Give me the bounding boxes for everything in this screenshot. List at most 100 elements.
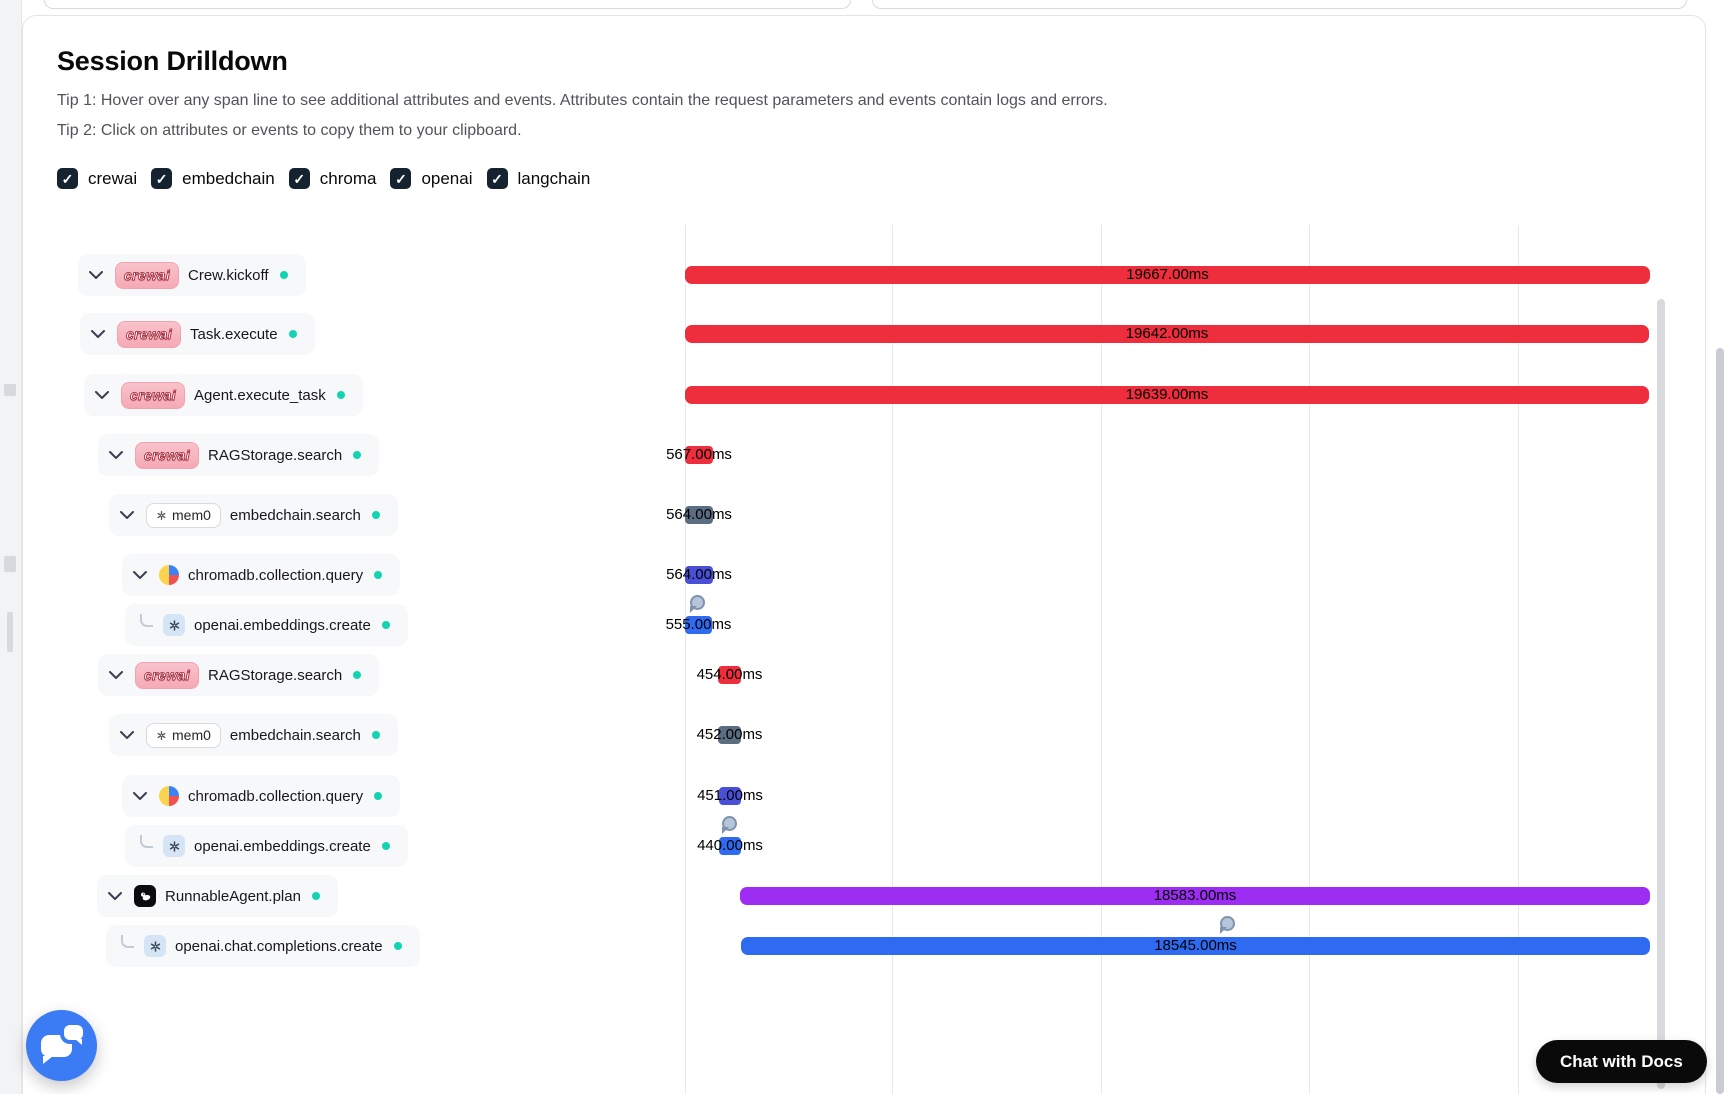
checkbox-langchain[interactable]: ✓: [486, 168, 508, 189]
status-dot: [381, 621, 390, 629]
chart-scrollbar[interactable]: [1657, 299, 1665, 1089]
status-dot: [353, 671, 362, 679]
span-row-embedchain.search[interactable]: mem0 embedchain.search: [109, 714, 398, 756]
chevron-down-icon[interactable]: [92, 391, 112, 399]
page-scrollbar[interactable]: [1716, 348, 1724, 1094]
gridline: [1518, 225, 1519, 1094]
span-bar-chromadb.collection.query[interactable]: [719, 787, 741, 805]
openai-icon: [163, 614, 185, 636]
span-row-Crew.kickoff[interactable]: crewai Crew.kickoff: [78, 254, 306, 296]
status-dot: [371, 731, 380, 739]
crewai-logo: crewai: [135, 661, 199, 689]
filter-openai[interactable]: ✓ openai: [390, 168, 473, 189]
event-bubble-icon[interactable]: [722, 816, 737, 831]
span-name: embedchain.search: [229, 726, 361, 744]
span-row-openai.embeddings.create[interactable]: openai.embeddings.create: [125, 604, 408, 646]
span-bar-openai.embeddings.create[interactable]: [685, 616, 712, 634]
crewai-logo: crewai: [135, 441, 199, 469]
gridline: [892, 225, 893, 1094]
span-row-embedchain.search[interactable]: mem0 embedchain.search: [109, 494, 398, 536]
chevron-down-icon[interactable]: [117, 511, 137, 519]
status-dot: [393, 942, 402, 950]
chevron-down-icon[interactable]: [117, 731, 137, 739]
gutter-artifact: [7, 612, 13, 652]
status-dot: [371, 511, 380, 519]
span-bar-Agent.execute_task[interactable]: [685, 386, 1649, 404]
chevron-down-icon[interactable]: [105, 892, 125, 900]
status-dot: [374, 571, 383, 579]
chat-widget-button[interactable]: [26, 1010, 97, 1081]
checkbox-crewai[interactable]: ✓: [57, 168, 78, 189]
span-name: Task.execute: [190, 325, 278, 343]
span-row-openai.chat.completions.create[interactable]: openai.chat.completions.create: [106, 925, 420, 967]
span-bar-Crew.kickoff[interactable]: [685, 266, 1650, 284]
span-row-chromadb.collection.query[interactable]: chromadb.collection.query: [122, 775, 401, 817]
gridline: [685, 225, 686, 1094]
chevron-down-icon[interactable]: [86, 271, 106, 279]
span-name: chromadb.collection.query: [188, 566, 364, 584]
filter-crewai[interactable]: ✓ crewai: [57, 168, 137, 189]
filter-label: langchain: [517, 168, 591, 188]
span-row-RAGStorage.search[interactable]: crewai RAGStorage.search: [98, 654, 380, 696]
filter-label: openai: [421, 168, 473, 188]
filter-embedchain[interactable]: ✓ embedchain: [151, 168, 275, 189]
chevron-down-icon[interactable]: [130, 792, 150, 800]
filter-langchain[interactable]: ✓ langchain: [486, 168, 591, 189]
span-row-Agent.execute_task[interactable]: crewai Agent.execute_task: [84, 374, 363, 416]
status-dot: [288, 330, 297, 338]
status-dot: [279, 271, 288, 279]
span-name: openai.embeddings.create: [194, 837, 371, 855]
span-name: chromadb.collection.query: [188, 787, 364, 805]
span-bar-openai.chat.completions.create[interactable]: [741, 937, 1650, 955]
mem0-logo: mem0: [146, 502, 221, 528]
checkbox-embedchain[interactable]: ✓: [151, 168, 173, 189]
chat-bubble-icon: [41, 1035, 72, 1057]
chat-with-docs-button[interactable]: Chat with Docs: [1536, 1040, 1707, 1083]
tree-connector: [140, 614, 153, 627]
span-name: RunnableAgent.plan: [165, 887, 301, 905]
session-drilldown-panel: Session Drilldown Tip 1: Hover over any …: [22, 15, 1706, 1094]
filter-label: chroma: [319, 168, 377, 188]
page-left-gutter: [0, 0, 22, 1094]
chroma-icon: [159, 565, 179, 585]
chevron-down-icon[interactable]: [106, 451, 126, 459]
crewai-logo: crewai: [115, 261, 179, 289]
chevron-down-icon[interactable]: [88, 330, 108, 338]
span-name: embedchain.search: [229, 506, 361, 524]
event-bubble-icon[interactable]: [1220, 916, 1235, 931]
status-dot: [353, 451, 362, 459]
chat-bubble-small-icon: [64, 1025, 83, 1040]
span-name: RAGStorage.search: [208, 666, 343, 684]
span-bar-RunnableAgent.plan[interactable]: [740, 887, 1650, 905]
openai-icon: [163, 835, 185, 857]
span-bar-RAGStorage.search[interactable]: [718, 666, 741, 684]
crewai-logo: crewai: [117, 320, 181, 348]
checkbox-openai[interactable]: ✓: [390, 168, 412, 189]
chevron-down-icon[interactable]: [106, 671, 126, 679]
span-bar-embedchain.search[interactable]: [685, 506, 713, 524]
span-bar-openai.embeddings.create[interactable]: [719, 837, 741, 855]
checkbox-chroma[interactable]: ✓: [288, 168, 310, 189]
span-row-openai.embeddings.create[interactable]: openai.embeddings.create: [125, 825, 408, 867]
trace-waterfall-chart: crewai Crew.kickoff 19667.00ms crewai Task.e…: [23, 16, 1705, 1094]
span-row-RunnableAgent.plan[interactable]: RunnableAgent.plan: [97, 875, 338, 917]
span-bar-RAGStorage.search[interactable]: [685, 446, 713, 464]
page-title: Session Drilldown: [57, 46, 288, 76]
span-bar-chromadb.collection.query[interactable]: [685, 566, 713, 584]
span-name: Agent.execute_task: [194, 386, 326, 404]
chevron-down-icon[interactable]: [130, 571, 150, 579]
langchain-icon: [134, 885, 156, 907]
crewai-logo: crewai: [121, 381, 185, 409]
top-card-right: [872, 0, 1687, 9]
span-row-chromadb.collection.query[interactable]: chromadb.collection.query: [122, 554, 401, 596]
span-bar-embedchain.search[interactable]: [718, 726, 741, 744]
tip-1-text: Tip 1: Hover over any span line to see a…: [57, 92, 1108, 109]
filter-chroma[interactable]: ✓ chroma: [288, 168, 377, 189]
event-bubble-icon[interactable]: [690, 595, 705, 610]
span-name: RAGStorage.search: [208, 446, 343, 464]
span-bar-Task.execute[interactable]: [685, 325, 1649, 343]
span-row-RAGStorage.search[interactable]: crewai RAGStorage.search: [98, 434, 380, 476]
span-row-Task.execute[interactable]: crewai Task.execute: [80, 313, 315, 355]
mem0-logo: mem0: [146, 722, 221, 748]
chroma-icon: [159, 786, 179, 806]
